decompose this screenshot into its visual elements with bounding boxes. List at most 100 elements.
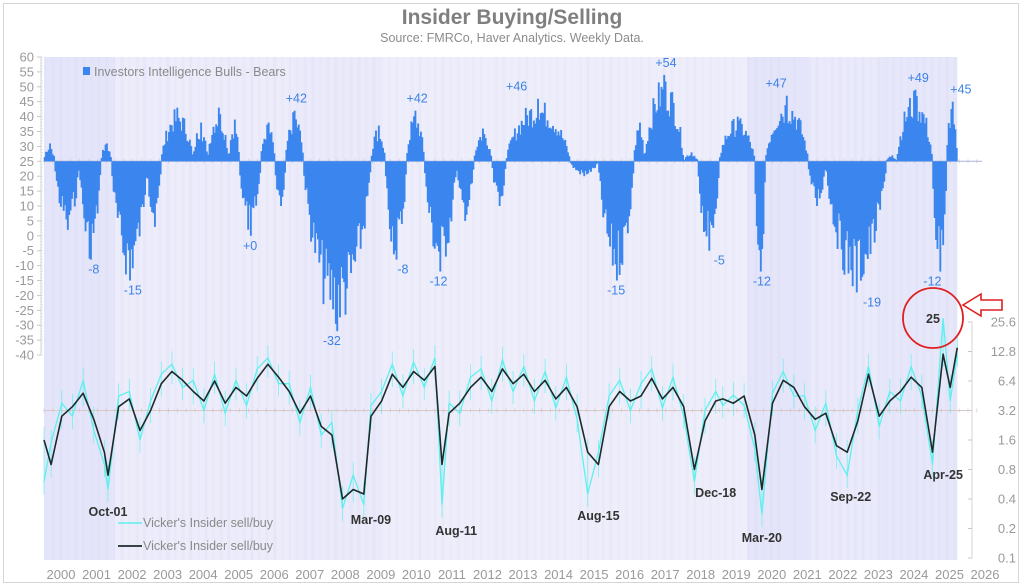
shade-streak [777, 57, 781, 560]
bar [228, 153, 231, 162]
bar [903, 111, 906, 162]
bar [694, 158, 697, 162]
bar [278, 161, 281, 196]
bar [255, 161, 258, 206]
bar [926, 137, 929, 162]
bar [166, 141, 169, 162]
bar [600, 161, 603, 200]
bar [454, 161, 457, 178]
shade-streak [410, 57, 414, 560]
bar [545, 126, 548, 162]
bar [656, 110, 659, 162]
bar [61, 161, 64, 197]
bar [909, 98, 911, 162]
annotation-top: +45 [950, 83, 971, 97]
bar [743, 134, 746, 162]
shade-streak [662, 57, 666, 560]
bar [407, 144, 410, 162]
bar [65, 161, 68, 220]
bar [92, 161, 95, 234]
bar [541, 112, 544, 162]
bar [855, 161, 858, 293]
annotation-bottom: Dec-18 [695, 486, 736, 500]
shade-streak [571, 57, 575, 560]
shade-streak [769, 57, 773, 560]
bar [711, 161, 713, 225]
bar [625, 161, 628, 223]
bar [519, 134, 522, 162]
bar [906, 117, 909, 162]
bar [820, 161, 823, 194]
bar [458, 161, 461, 188]
bar [887, 158, 890, 162]
bar [781, 116, 784, 162]
shade-streak [678, 57, 682, 560]
shade-streak [135, 57, 139, 560]
bar [611, 161, 614, 266]
bar [864, 161, 866, 254]
shade-streak [227, 57, 231, 560]
bar [451, 161, 454, 200]
bar [766, 148, 769, 162]
bar [224, 134, 227, 162]
bar [115, 161, 118, 203]
bar [297, 124, 300, 162]
legend-label-black: Vicker's Insider sell/buy [143, 539, 274, 553]
bar [700, 161, 703, 213]
annotation-top: +49 [908, 71, 929, 85]
bar [305, 161, 308, 189]
x-axis-label: 2005 [224, 567, 253, 582]
bar [667, 110, 670, 162]
bar [80, 161, 83, 188]
bar [921, 112, 924, 162]
bar [267, 122, 270, 162]
bar [43, 156, 46, 162]
bar [406, 153, 409, 162]
right-axis-label: 0.1 [998, 551, 1016, 566]
bar [193, 151, 195, 162]
bar [690, 152, 693, 162]
bar [363, 161, 366, 229]
bar [333, 161, 336, 278]
bar [479, 137, 482, 162]
bar [161, 154, 163, 162]
bar [130, 161, 133, 250]
bar [547, 128, 550, 162]
shade-streak [143, 57, 147, 560]
bar [177, 117, 180, 162]
bar [138, 161, 141, 237]
bar [705, 161, 708, 237]
bar [913, 90, 916, 162]
shade-streak [754, 57, 758, 560]
annotation-top: -12 [429, 275, 447, 289]
bar [915, 96, 918, 162]
shade-streak [876, 57, 880, 560]
shade-streak [166, 57, 170, 560]
bar [759, 161, 762, 272]
bar [911, 117, 914, 162]
bar [421, 137, 424, 162]
bar [720, 152, 723, 162]
bar [689, 155, 692, 162]
bar [471, 161, 473, 184]
bar [77, 161, 80, 171]
bar [520, 120, 523, 162]
bar [910, 116, 913, 162]
bar [149, 161, 152, 207]
bar [392, 161, 395, 255]
shade-streak [403, 57, 407, 560]
bar [343, 161, 346, 283]
bar [945, 161, 947, 191]
bar [402, 161, 405, 209]
bar [876, 161, 879, 203]
bar [757, 161, 760, 245]
annotation-top: -12 [923, 275, 941, 289]
x-axis-label: 2014 [544, 567, 573, 582]
right-axis-label: 12.8 [991, 344, 1016, 359]
bar [573, 161, 576, 168]
series-line-black [43, 347, 959, 500]
bar [687, 156, 690, 162]
bar [953, 124, 956, 162]
bar [83, 161, 86, 219]
